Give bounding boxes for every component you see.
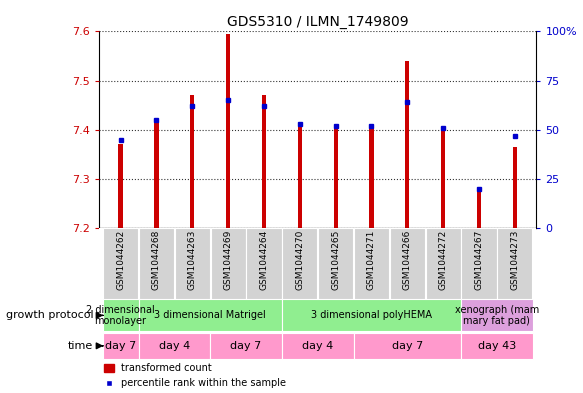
Text: GSM1044263: GSM1044263: [188, 230, 197, 290]
Bar: [139, 299, 282, 331]
Bar: [354, 228, 389, 299]
Text: GSM1044271: GSM1044271: [367, 230, 376, 290]
Text: GSM1044265: GSM1044265: [331, 230, 340, 290]
Bar: [118, 144, 123, 228]
Bar: [247, 228, 282, 299]
Bar: [477, 189, 481, 228]
Bar: [103, 299, 139, 331]
Text: GSM1044266: GSM1044266: [403, 230, 412, 290]
Text: GSM1044268: GSM1044268: [152, 230, 161, 290]
Text: GSM1044273: GSM1044273: [510, 230, 519, 290]
Bar: [353, 332, 461, 359]
Bar: [103, 332, 139, 359]
Bar: [405, 61, 409, 228]
Text: GSM1044262: GSM1044262: [116, 230, 125, 290]
Title: GDS5310 / ILMN_1749809: GDS5310 / ILMN_1749809: [227, 15, 409, 29]
Bar: [262, 95, 266, 228]
Bar: [370, 127, 374, 228]
Text: GSM1044269: GSM1044269: [224, 230, 233, 290]
Bar: [282, 228, 317, 299]
Text: 3 dimensional polyHEMA: 3 dimensional polyHEMA: [311, 310, 432, 320]
Bar: [139, 332, 210, 359]
Bar: [441, 127, 445, 228]
Text: GSM1044270: GSM1044270: [296, 230, 304, 290]
Bar: [333, 127, 338, 228]
Legend: transformed count, percentile rank within the sample: transformed count, percentile rank withi…: [104, 363, 286, 388]
Bar: [154, 120, 159, 228]
Text: day 7: day 7: [230, 341, 262, 351]
Text: day 4: day 4: [302, 341, 333, 351]
Bar: [282, 299, 461, 331]
Bar: [461, 332, 533, 359]
Bar: [318, 228, 353, 299]
Bar: [298, 125, 302, 228]
Text: GSM1044267: GSM1044267: [475, 230, 483, 290]
Bar: [139, 228, 174, 299]
Bar: [426, 228, 461, 299]
Bar: [512, 147, 517, 228]
Bar: [461, 299, 533, 331]
Text: GSM1044264: GSM1044264: [259, 230, 269, 290]
Text: day 43: day 43: [478, 341, 516, 351]
Bar: [226, 34, 230, 228]
Bar: [210, 228, 245, 299]
Text: growth protocol: growth protocol: [6, 310, 93, 320]
Text: day 7: day 7: [105, 341, 136, 351]
Text: xenograph (mam
mary fat pad): xenograph (mam mary fat pad): [455, 305, 539, 326]
Text: day 4: day 4: [159, 341, 190, 351]
Text: day 7: day 7: [392, 341, 423, 351]
Bar: [497, 228, 532, 299]
Text: time: time: [68, 341, 93, 351]
Bar: [282, 332, 353, 359]
Bar: [190, 95, 195, 228]
Bar: [103, 228, 138, 299]
Bar: [210, 332, 282, 359]
Bar: [175, 228, 210, 299]
Text: 3 dimensional Matrigel: 3 dimensional Matrigel: [154, 310, 266, 320]
Bar: [390, 228, 425, 299]
Text: 2 dimensional
monolayer: 2 dimensional monolayer: [86, 305, 155, 326]
Bar: [462, 228, 497, 299]
Text: GSM1044272: GSM1044272: [438, 230, 448, 290]
